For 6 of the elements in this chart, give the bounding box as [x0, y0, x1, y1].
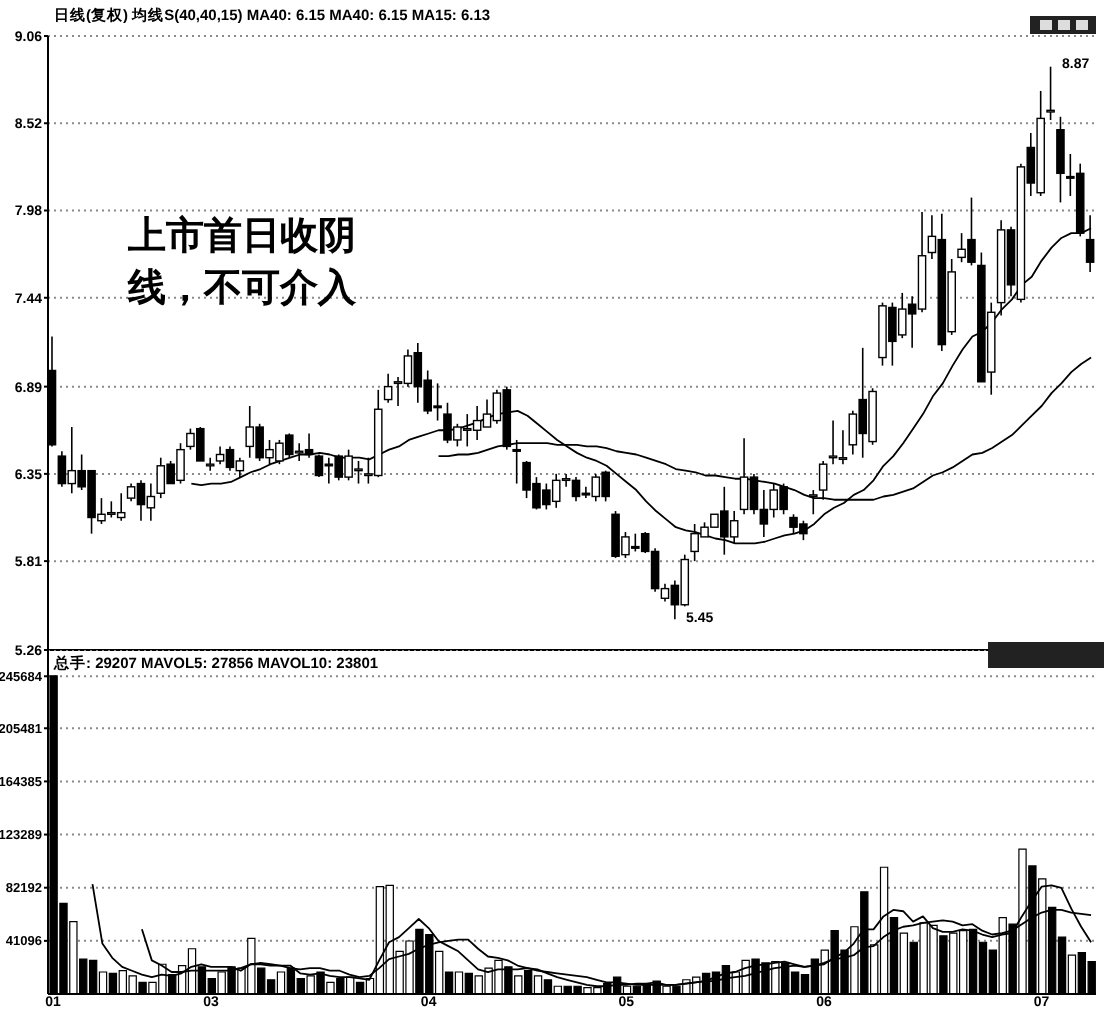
- candlestick: [1046, 65, 1055, 121]
- annotation: 上市首日收阴线，不可介入: [128, 213, 358, 314]
- candlestick: [205, 456, 215, 472]
- candlestick: [383, 372, 393, 404]
- candlestick: [512, 439, 521, 485]
- candlestick: [1056, 115, 1065, 204]
